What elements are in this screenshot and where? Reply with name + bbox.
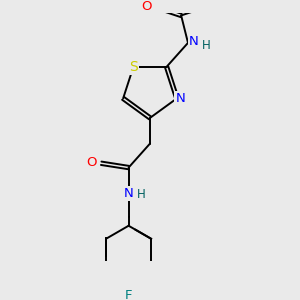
Text: S: S [129,60,138,74]
Text: H: H [137,188,146,201]
Text: N: N [176,92,185,105]
Text: N: N [189,35,199,49]
Text: O: O [142,0,152,13]
Text: F: F [125,290,132,300]
Text: H: H [202,39,210,52]
Text: N: N [124,187,134,200]
Text: O: O [86,156,97,169]
